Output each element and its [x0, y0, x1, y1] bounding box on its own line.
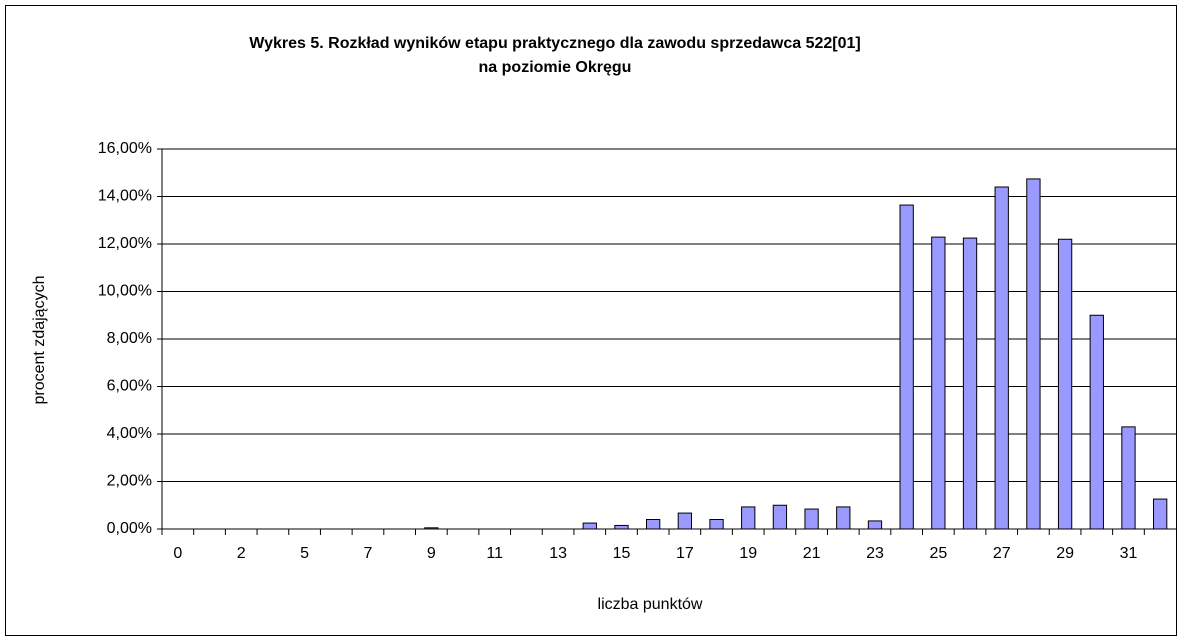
x-tick-label: 19 — [739, 545, 757, 562]
chart-subtitle: na poziomie Okręgu — [479, 59, 632, 76]
x-tick-label: 11 — [486, 545, 503, 562]
bar — [1121, 426, 1136, 530]
bar — [899, 204, 914, 530]
bar — [709, 519, 724, 530]
chart-border — [5, 5, 1177, 636]
bar — [962, 237, 978, 530]
y-tick-label: 14,00% — [98, 188, 152, 205]
x-tick-label: 17 — [676, 545, 694, 562]
chart-title: Wykres 5. Rozkład wyników etapu praktycz… — [249, 35, 860, 52]
y-tick-label: 12,00% — [98, 235, 152, 252]
x-tick-label: 23 — [866, 545, 884, 562]
x-tick-label: 0 — [173, 545, 182, 562]
bar — [741, 506, 756, 530]
x-tick-label: 21 — [803, 545, 821, 562]
bar — [677, 512, 692, 530]
bar — [1057, 238, 1073, 530]
bar — [582, 522, 597, 530]
x-tick-label: 2 — [237, 545, 246, 562]
bar — [614, 524, 629, 530]
x-tick-label: 7 — [364, 545, 373, 562]
y-tick-label: 6,00% — [107, 378, 152, 395]
x-tick-label: 15 — [613, 545, 631, 562]
bar — [772, 504, 788, 530]
y-tick-label: 16,00% — [98, 140, 152, 157]
bar — [804, 508, 819, 530]
bar — [1153, 498, 1168, 530]
bar — [836, 506, 851, 530]
y-tick-label: 0,00% — [107, 520, 152, 537]
x-tick-label: 29 — [1056, 545, 1074, 562]
y-axis-label: procent zdających — [31, 276, 48, 405]
x-tick-label: 31 — [1120, 545, 1138, 562]
x-tick-label: 27 — [993, 545, 1011, 562]
x-tick-label: 13 — [549, 545, 567, 562]
y-tick-label: 4,00% — [107, 425, 152, 442]
bar — [646, 519, 661, 530]
bar — [931, 236, 946, 530]
y-tick-label: 10,00% — [98, 283, 152, 300]
bar — [994, 186, 1009, 530]
bar — [867, 520, 883, 530]
bar — [1026, 178, 1041, 530]
bar — [1089, 314, 1104, 530]
x-axis-label: liczba punktów — [598, 596, 703, 613]
y-tick-label: 2,00% — [107, 473, 152, 490]
x-tick-label: 5 — [300, 545, 309, 562]
x-tick-label: 9 — [427, 545, 436, 562]
x-tick-label: 25 — [929, 545, 947, 562]
y-tick-label: 8,00% — [107, 330, 152, 347]
